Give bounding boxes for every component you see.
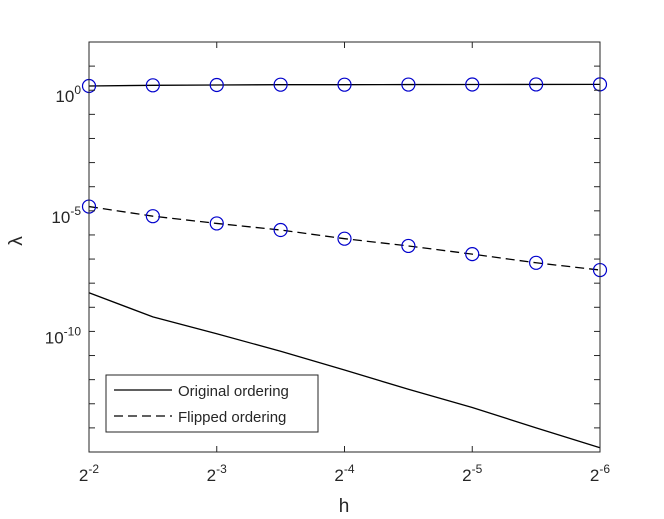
x-tick-label-4: 2-6 bbox=[590, 462, 610, 485]
legend-box bbox=[105, 374, 319, 433]
y-axis: 100 10-5 10-10 bbox=[45, 41, 600, 453]
y-tick-label-1: 10-5 bbox=[51, 204, 81, 227]
legend: Original ordering Flipped ordering bbox=[105, 374, 319, 433]
data-point-0-1 bbox=[145, 78, 160, 93]
data-point-1-6 bbox=[465, 247, 480, 262]
series-layer bbox=[81, 77, 608, 449]
x-tick-label-3: 2-5 bbox=[462, 462, 482, 485]
series-line-0 bbox=[88, 83, 601, 87]
y-tick-label-0: 100 bbox=[55, 83, 81, 106]
data-point-1-3 bbox=[273, 222, 288, 238]
data-point-0-3 bbox=[273, 77, 288, 92]
data-point-1-4 bbox=[337, 231, 352, 246]
legend-label-flipped: Flipped ordering bbox=[178, 409, 286, 426]
x-axis: 2-2 2-3 2-4 2-5 2-6 bbox=[79, 42, 610, 485]
x-tick-label-0: 2-2 bbox=[79, 462, 99, 485]
data-point-0-2 bbox=[209, 77, 224, 93]
data-point-0-5 bbox=[401, 77, 416, 92]
series-line-1 bbox=[88, 205, 601, 271]
y-tick-label-2: 10-10 bbox=[45, 324, 82, 347]
x-axis-label: h bbox=[339, 496, 350, 517]
x-tick-label-1: 2-3 bbox=[207, 462, 227, 485]
legend-label-original: Original ordering bbox=[178, 383, 289, 400]
data-point-0-6 bbox=[465, 77, 480, 92]
data-point-0-7 bbox=[529, 77, 544, 92]
data-point-1-5 bbox=[401, 238, 416, 254]
data-point-0-4 bbox=[337, 77, 352, 92]
series-line-2 bbox=[88, 292, 601, 449]
data-point-1-2 bbox=[209, 216, 224, 231]
x-tick-label-2: 2-4 bbox=[334, 462, 354, 485]
data-point-1-1 bbox=[145, 209, 160, 224]
y-axis-label: λ bbox=[6, 236, 27, 246]
data-point-1-7 bbox=[529, 255, 544, 270]
